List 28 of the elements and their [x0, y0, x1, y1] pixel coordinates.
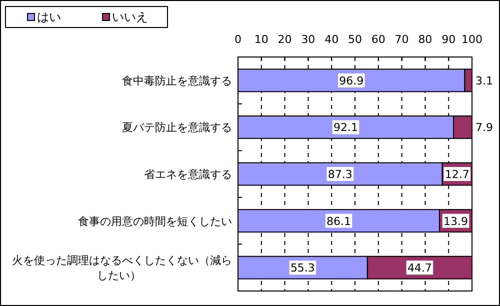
y-tick-label: 食中毒防止を意識する — [122, 74, 232, 88]
legend-label: いいえ — [112, 10, 148, 24]
data-label: 7.9 — [476, 121, 494, 134]
y-tick-label: 省エネを意識する — [144, 168, 232, 181]
data-label: 92.1 — [334, 121, 358, 134]
x-tick-label: 30 — [301, 33, 316, 46]
y-tick-label: 夏バテ防止を意識する — [122, 121, 232, 134]
data-label: 12.7 — [444, 168, 470, 181]
data-label: 86.1 — [326, 214, 351, 228]
data-label: 3.1 — [476, 74, 494, 88]
x-tick-label: 20 — [278, 33, 292, 46]
data-label: 87.3 — [328, 168, 352, 181]
x-tick-label: 90 — [442, 33, 456, 46]
data-label: 96.9 — [339, 74, 364, 88]
x-tick-label: 0 — [234, 33, 242, 46]
y-tick-label: 火を使った調理はなるべくしたくない（減らしたい） — [12, 254, 232, 282]
data-label: 44.7 — [407, 262, 432, 275]
x-tick-label: 50 — [348, 33, 362, 46]
y-tick-label: 食事の用意の時間を短くしたい — [78, 214, 232, 228]
x-tick-label: 80 — [418, 33, 432, 46]
x-tick-label: 70 — [394, 33, 409, 46]
legend-label: はい — [37, 10, 61, 24]
data-label: 13.9 — [443, 214, 468, 228]
x-tick-label: 100 — [462, 33, 482, 46]
x-tick-label: 60 — [371, 33, 386, 46]
x-tick-label: 10 — [254, 33, 268, 46]
data-label: 55.3 — [290, 262, 315, 275]
x-tick-label: 40 — [324, 33, 339, 46]
